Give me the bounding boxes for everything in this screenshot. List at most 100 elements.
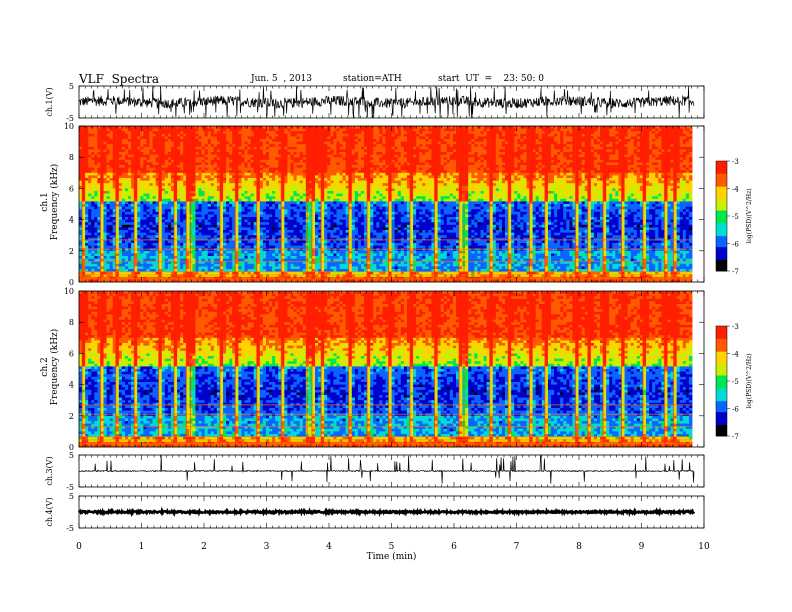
spectrogram-cell	[149, 175, 153, 179]
spectrogram-cell	[167, 219, 172, 223]
spectrogram-cell	[201, 185, 206, 189]
spectrogram-cell	[100, 159, 104, 163]
spectrogram-cell	[195, 206, 199, 210]
spectrogram-cell	[161, 263, 166, 267]
spectrogram-cell	[296, 141, 301, 145]
spectrogram-cell	[259, 253, 264, 257]
spectrogram-cell	[146, 230, 150, 233]
spectrogram-cell	[152, 227, 157, 231]
spectrogram-cell	[201, 152, 206, 155]
spectrogram-cell	[210, 152, 215, 155]
spectrogram-cell	[167, 193, 172, 197]
spectrogram-cell	[174, 162, 178, 166]
spectrogram-cell	[235, 141, 239, 145]
spectrogram-cell	[195, 133, 199, 137]
spectrogram-cell	[140, 219, 144, 223]
spectrogram-cell	[85, 276, 89, 280]
spectrogram-cell	[97, 170, 101, 174]
spectrogram-cell	[146, 266, 150, 270]
spectrogram-cell	[302, 128, 307, 132]
spectrogram-cell	[121, 240, 126, 244]
spectrogram-cell	[241, 162, 245, 166]
spectrogram-cell	[103, 211, 107, 215]
spectrogram-cell	[85, 183, 89, 187]
spectrogram-cell	[97, 188, 101, 192]
spectrogram-cell	[134, 180, 138, 184]
spectrogram-cell	[118, 170, 123, 174]
spectrogram-cell	[226, 165, 230, 168]
spectrogram-cell	[91, 146, 95, 150]
spectrogram-cell	[88, 172, 92, 176]
spectrogram-cell	[269, 144, 273, 148]
spectrogram-cell	[275, 211, 279, 215]
spectrogram-cell	[299, 209, 304, 213]
spectrogram-cell	[250, 128, 255, 132]
spectrogram-cell	[204, 243, 209, 246]
spectrogram-cell	[134, 191, 138, 194]
spectrogram-cell	[223, 131, 227, 135]
spectrogram-cell	[213, 224, 218, 228]
spectrogram-cell	[152, 204, 157, 207]
spectrogram-cell	[226, 144, 230, 148]
spectrogram-cell	[238, 209, 242, 213]
spectrogram-cell	[94, 133, 98, 137]
spectrogram-cell	[118, 165, 123, 168]
spectrogram-cell	[192, 139, 196, 142]
spectrogram-cell	[238, 245, 242, 249]
spectrogram-cell	[149, 196, 153, 200]
spectrogram-cell	[174, 204, 178, 207]
spectrogram-cell	[161, 230, 166, 233]
spectrogram-cell	[91, 196, 95, 200]
spectrogram-cell	[247, 235, 252, 239]
spectrogram-cell	[204, 240, 209, 244]
spectrogram-cell	[311, 136, 316, 140]
spectrogram-cell	[128, 206, 132, 210]
spectrogram-cell	[241, 243, 245, 246]
spectrogram-cell	[305, 178, 310, 181]
spectrogram-cell	[299, 172, 304, 176]
spectrogram-cell	[186, 209, 190, 213]
spectrogram-cell	[152, 196, 157, 200]
spectrogram-cell	[311, 152, 316, 155]
spectrogram-cell	[124, 224, 129, 228]
spectrogram-cell	[82, 191, 86, 194]
spectrogram-cell	[201, 159, 206, 163]
spectrogram-cell	[238, 211, 242, 215]
spectrogram-cell	[118, 152, 123, 155]
spectrogram-cell	[143, 128, 147, 132]
spectrogram-cell	[219, 144, 224, 148]
spectrogram-cell	[256, 230, 261, 233]
spectrogram-cell	[195, 191, 199, 194]
spectrogram-cell	[180, 193, 184, 197]
spectrogram-cell	[85, 237, 89, 241]
spectrogram-cell	[158, 165, 163, 168]
spectrogram-cell	[103, 128, 107, 132]
spectrogram-cell	[219, 154, 224, 158]
spectrogram-cell	[281, 222, 285, 226]
spectrogram-cell	[149, 214, 153, 218]
spectrogram-cell	[269, 154, 273, 158]
spectrogram-cell	[177, 196, 181, 200]
spectrogram-cell	[121, 258, 126, 262]
spectrogram-cell	[164, 217, 169, 220]
spectrogram-cell	[79, 185, 83, 189]
spectrogram-cell	[213, 230, 218, 233]
spectrogram-cell	[134, 201, 138, 205]
spectrogram-cell	[161, 126, 166, 129]
spectrogram-cell	[174, 230, 178, 233]
spectrogram-cell	[247, 256, 252, 259]
spectrogram-cell	[158, 245, 163, 249]
spectrogram-cell	[103, 224, 107, 228]
spectrogram-cell	[85, 191, 89, 194]
spectrogram-cell	[192, 211, 196, 215]
spectrogram-cell	[305, 219, 310, 223]
spectrogram-cell	[272, 191, 276, 194]
spectrogram-cell	[85, 157, 89, 161]
spectrogram-cell	[305, 162, 310, 166]
spectrogram-cell	[88, 224, 92, 228]
spectrogram-cell	[180, 214, 184, 218]
spectrogram-cell	[100, 248, 104, 252]
spectrogram-cell	[305, 141, 310, 145]
spectrogram-cell	[305, 180, 310, 184]
